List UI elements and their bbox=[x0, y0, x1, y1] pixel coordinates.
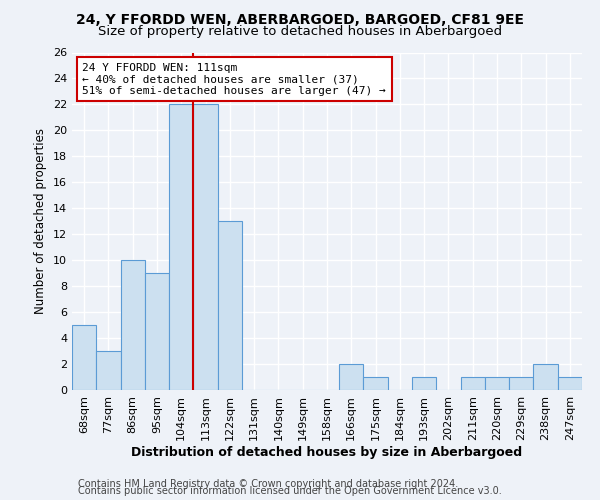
Bar bbox=[533, 364, 558, 390]
Bar bbox=[72, 325, 96, 390]
Text: Contains public sector information licensed under the Open Government Licence v3: Contains public sector information licen… bbox=[78, 486, 502, 496]
Text: Size of property relative to detached houses in Aberbargoed: Size of property relative to detached ho… bbox=[98, 25, 502, 38]
Bar bbox=[121, 260, 145, 390]
X-axis label: Distribution of detached houses by size in Aberbargoed: Distribution of detached houses by size … bbox=[131, 446, 523, 458]
Text: Contains HM Land Registry data © Crown copyright and database right 2024.: Contains HM Land Registry data © Crown c… bbox=[78, 479, 458, 489]
Bar bbox=[169, 104, 193, 390]
Bar bbox=[193, 104, 218, 390]
Bar bbox=[145, 273, 169, 390]
Bar bbox=[461, 377, 485, 390]
Bar bbox=[364, 377, 388, 390]
Text: 24 Y FFORDD WEN: 111sqm
← 40% of detached houses are smaller (37)
51% of semi-de: 24 Y FFORDD WEN: 111sqm ← 40% of detache… bbox=[82, 62, 386, 96]
Bar bbox=[412, 377, 436, 390]
Bar bbox=[509, 377, 533, 390]
Bar bbox=[339, 364, 364, 390]
Bar bbox=[96, 351, 121, 390]
Y-axis label: Number of detached properties: Number of detached properties bbox=[34, 128, 47, 314]
Bar bbox=[485, 377, 509, 390]
Text: 24, Y FFORDD WEN, ABERBARGOED, BARGOED, CF81 9EE: 24, Y FFORDD WEN, ABERBARGOED, BARGOED, … bbox=[76, 12, 524, 26]
Bar bbox=[218, 221, 242, 390]
Bar bbox=[558, 377, 582, 390]
